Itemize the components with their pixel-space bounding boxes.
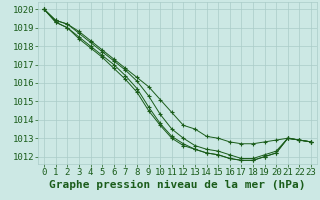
X-axis label: Graphe pression niveau de la mer (hPa): Graphe pression niveau de la mer (hPa) (49, 180, 306, 190)
